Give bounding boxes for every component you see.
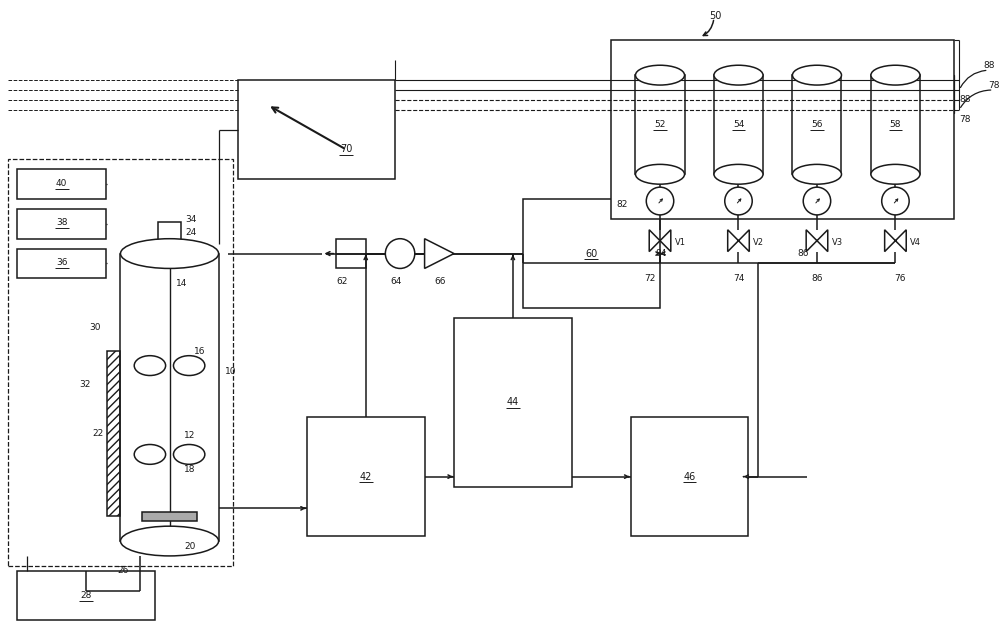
Circle shape — [646, 187, 674, 215]
Circle shape — [882, 187, 909, 215]
Text: 72: 72 — [644, 274, 655, 283]
Bar — [631, 417, 748, 536]
Bar — [17, 571, 155, 620]
Bar — [107, 352, 120, 516]
Circle shape — [385, 239, 415, 269]
Ellipse shape — [871, 165, 920, 184]
Bar — [17, 169, 106, 199]
Text: 58: 58 — [890, 120, 901, 130]
Bar — [635, 75, 685, 174]
Ellipse shape — [134, 445, 166, 464]
Bar — [454, 318, 572, 487]
Bar — [120, 253, 219, 541]
Text: V2: V2 — [753, 238, 764, 247]
Bar — [523, 199, 660, 308]
Ellipse shape — [134, 355, 166, 376]
Bar — [8, 160, 233, 566]
Polygon shape — [806, 230, 828, 251]
Text: 86: 86 — [811, 274, 823, 283]
Polygon shape — [885, 230, 906, 251]
Text: 74: 74 — [733, 274, 744, 283]
Bar — [142, 512, 197, 521]
Text: 50: 50 — [709, 11, 721, 20]
Text: V1: V1 — [675, 238, 686, 247]
Bar — [714, 75, 763, 174]
Text: 24: 24 — [185, 228, 196, 237]
Bar — [792, 75, 841, 174]
Text: 88: 88 — [983, 61, 994, 70]
Text: 14: 14 — [176, 279, 188, 288]
Text: 66: 66 — [434, 277, 446, 286]
Text: 38: 38 — [56, 218, 67, 227]
Ellipse shape — [714, 165, 763, 184]
Bar — [307, 417, 425, 536]
Text: 32: 32 — [80, 380, 91, 389]
Text: 30: 30 — [89, 323, 101, 332]
Text: 54: 54 — [733, 120, 744, 130]
Ellipse shape — [714, 65, 763, 85]
Polygon shape — [728, 230, 749, 251]
Text: 64: 64 — [390, 277, 402, 286]
Bar — [238, 80, 395, 179]
Text: 36: 36 — [56, 258, 67, 267]
Text: 84: 84 — [655, 249, 666, 258]
Text: 20: 20 — [184, 542, 196, 551]
Bar — [17, 209, 106, 239]
Text: 10: 10 — [224, 367, 236, 376]
Ellipse shape — [635, 65, 685, 85]
Text: 42: 42 — [360, 471, 372, 482]
Text: 56: 56 — [811, 120, 823, 130]
Text: 40: 40 — [56, 179, 67, 188]
Text: 82: 82 — [616, 200, 628, 209]
Text: 52: 52 — [654, 120, 666, 130]
Circle shape — [725, 187, 752, 215]
Text: 44: 44 — [507, 397, 519, 407]
Text: 26: 26 — [117, 567, 128, 575]
Bar — [336, 239, 366, 269]
Ellipse shape — [635, 165, 685, 184]
Ellipse shape — [120, 526, 219, 556]
Text: 16: 16 — [194, 347, 206, 356]
Text: 88: 88 — [959, 96, 971, 105]
Text: 22: 22 — [93, 429, 104, 438]
Polygon shape — [425, 239, 454, 269]
Text: 18: 18 — [184, 464, 196, 474]
Text: 28: 28 — [80, 591, 92, 600]
Bar — [611, 40, 954, 219]
Bar — [163, 244, 176, 253]
Bar — [158, 222, 181, 244]
Text: 86: 86 — [797, 249, 809, 258]
Ellipse shape — [120, 239, 219, 269]
Bar — [611, 75, 954, 113]
Text: 78: 78 — [988, 80, 999, 89]
Ellipse shape — [792, 65, 841, 85]
Ellipse shape — [792, 165, 841, 184]
Text: 34: 34 — [185, 216, 197, 225]
Text: 78: 78 — [959, 115, 971, 124]
Text: 60: 60 — [585, 249, 597, 258]
Bar — [871, 75, 920, 174]
Text: 76: 76 — [895, 274, 906, 283]
Text: V3: V3 — [832, 238, 843, 247]
Circle shape — [803, 187, 831, 215]
Ellipse shape — [173, 445, 205, 464]
Text: 12: 12 — [184, 431, 196, 440]
Ellipse shape — [173, 355, 205, 376]
Ellipse shape — [871, 65, 920, 85]
Bar — [17, 249, 106, 278]
Text: 62: 62 — [336, 277, 348, 286]
Text: 46: 46 — [683, 471, 696, 482]
Text: V4: V4 — [910, 238, 921, 247]
Text: 70: 70 — [340, 144, 352, 154]
Polygon shape — [649, 230, 671, 251]
